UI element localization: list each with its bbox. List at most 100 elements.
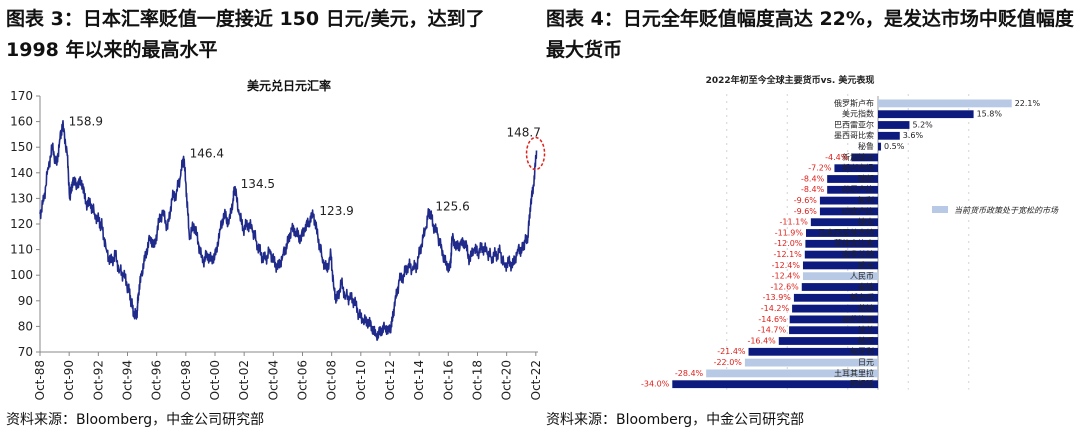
category-label: 墨西哥比索	[834, 130, 874, 140]
bar-9	[827, 185, 878, 194]
category-label: 土耳其里拉	[834, 368, 874, 378]
x-tick-label: Oct-18	[470, 360, 484, 400]
x-tick-label: Oct-04	[266, 360, 280, 400]
peak-annotation: 123.9	[319, 204, 353, 218]
category-label: 泰铢	[858, 281, 874, 291]
value-label: -14.2%	[761, 304, 790, 313]
bar-8	[827, 175, 878, 183]
category-label: 新兴市场	[842, 163, 874, 173]
x-tick-label: Oct-94	[120, 360, 134, 400]
category-label: 波兰	[858, 325, 874, 335]
bar-27	[672, 380, 878, 389]
category-label: 印尼卢比	[842, 184, 874, 194]
value-label: -11.9%	[775, 228, 804, 237]
category-label: 欧元	[858, 260, 874, 270]
bar-20	[792, 304, 878, 313]
value-label: -22.0%	[714, 358, 743, 367]
y-tick-label: 140	[10, 166, 33, 180]
bar-10	[819, 196, 878, 205]
value-label: -12.1%	[773, 250, 802, 259]
value-label: -4.4%	[825, 153, 849, 162]
peak-annotation: 134.5	[241, 177, 275, 191]
value-label: -21.4%	[717, 347, 746, 356]
bar-21	[789, 315, 878, 324]
bar-22	[789, 326, 878, 335]
value-label: -8.4%	[801, 185, 825, 194]
value-label: -12.0%	[774, 239, 803, 248]
figure-title-right: 图表 4：日元全年贬值幅度高达 22%，是发达市场中贬值幅度最大货币	[546, 8, 1074, 61]
category-label: 匈牙利	[850, 346, 874, 356]
x-tick-label: Oct-98	[179, 360, 193, 400]
y-tick-label: 70	[18, 345, 33, 359]
bar-24	[748, 347, 878, 356]
category-label: 瑞郎	[858, 173, 874, 183]
highlight-circle	[525, 136, 546, 171]
bar-4	[878, 131, 900, 140]
value-label: -14.6%	[758, 315, 787, 324]
category-label: 韩币	[858, 335, 874, 345]
x-tick-label: Oct-16	[441, 360, 455, 400]
category-label: 俄罗斯卢布	[834, 98, 874, 108]
y-tick-label: 130	[10, 191, 33, 205]
legend-label: 当前货币政策处于宽松的市场	[954, 206, 1059, 215]
value-label: -34.0%	[641, 380, 670, 389]
value-label: 3.6%	[903, 131, 924, 140]
y-tick-label: 100	[10, 268, 33, 282]
peak-annotation: 146.4	[190, 146, 224, 160]
legend-swatch	[932, 206, 948, 213]
value-label: -7.2%	[808, 164, 832, 173]
value-label: 5.2%	[912, 120, 933, 129]
value-label: -11.1%	[780, 218, 809, 227]
category-label: 马来西亚林吉特	[818, 227, 874, 237]
category-label: 捷克	[858, 217, 874, 227]
value-label: 15.8%	[977, 110, 1003, 119]
category-label: 南非兰特	[842, 249, 874, 259]
value-label: -13.9%	[763, 293, 792, 302]
category-label: 巴西雷亚尔	[834, 119, 874, 129]
x-tick-label: Oct-06	[295, 360, 309, 400]
x-tick-label: Oct-20	[500, 360, 514, 400]
value-label: -12.4%	[772, 272, 801, 281]
bar-2	[878, 110, 974, 119]
y-tick-label: 150	[10, 140, 33, 154]
category-label: 日元	[858, 358, 874, 367]
x-tick-label: Oct-22	[529, 360, 543, 400]
category-label: 英镑	[858, 303, 874, 313]
x-tick-label: Oct-88	[33, 360, 47, 400]
category-label: 人民币	[850, 272, 874, 281]
y-tick-label: 90	[18, 294, 33, 308]
bar-6	[851, 153, 878, 162]
y-tick-label: 120	[10, 217, 33, 231]
y-tick-label: 160	[10, 115, 33, 129]
category-label: 秘鲁	[858, 141, 874, 151]
peak-annotation: 125.6	[435, 200, 469, 214]
bar-19	[793, 293, 878, 302]
x-tick-label: Oct-10	[354, 360, 368, 400]
x-tick-label: Oct-90	[62, 360, 76, 400]
x-tick-label: Oct-12	[383, 360, 397, 400]
category-label: 阿根廷	[850, 379, 874, 389]
chart-title-left: 美元兑日元汇率	[247, 78, 331, 93]
x-tick-label: Oct-14	[412, 360, 426, 400]
source-note-right: 资料来源：Bloomberg，中金公司研究部	[546, 412, 805, 428]
left-figure-panel: 图表 3：日本汇率贬值一度接近 150 日元/美元，达到了1998 年以来的最高…	[6, 8, 546, 428]
value-label: -9.6%	[794, 207, 818, 216]
category-label: 哥伦比亚	[842, 314, 874, 324]
value-label: -9.6%	[794, 196, 818, 205]
bar-12	[810, 218, 878, 227]
value-label: -8.4%	[801, 174, 825, 183]
bar-1	[878, 99, 1012, 108]
bar-14	[805, 239, 878, 248]
y-tick-label: 110	[10, 243, 33, 257]
category-label: 新加坡元	[842, 152, 874, 162]
bar-25	[744, 358, 878, 367]
y-tick-label: 170	[10, 89, 33, 103]
bar-23	[778, 337, 878, 345]
x-tick-label: Oct-96	[150, 360, 164, 400]
value-label: -12.4%	[772, 261, 801, 270]
bar-18	[801, 283, 878, 291]
series-line-usd-jpy	[39, 120, 538, 341]
bar-7	[834, 164, 878, 173]
right-figure-panel: 图表 4：日元全年贬值幅度高达 22%，是发达市场中贬值幅度最大货币 2022年…	[540, 0, 1080, 433]
bar-5	[878, 142, 882, 151]
